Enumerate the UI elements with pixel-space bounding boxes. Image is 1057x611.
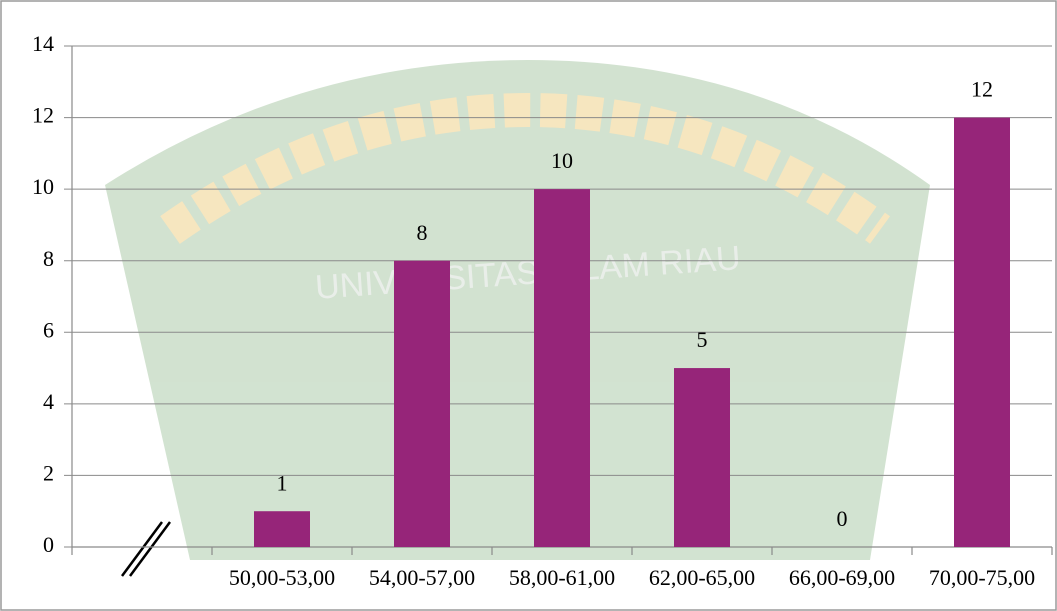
data-label: 12	[971, 77, 993, 102]
y-tick-label: 14	[32, 31, 54, 56]
x-tick-label: 50,00-53,00	[229, 565, 335, 590]
bar	[674, 368, 730, 547]
y-tick-label: 12	[32, 103, 54, 128]
y-tick-label: 4	[43, 389, 54, 414]
bar	[394, 261, 450, 547]
x-tick-label: 54,00-57,00	[369, 565, 475, 590]
data-label: 5	[697, 327, 708, 352]
bar	[254, 511, 310, 547]
bar	[954, 118, 1010, 547]
x-tick-label: 58,00-61,00	[509, 565, 615, 590]
data-label: 0	[837, 506, 848, 531]
x-tick-label: 62,00-65,00	[649, 565, 755, 590]
y-tick-label: 2	[43, 460, 54, 485]
page: {"chart_data": {"type": "bar", "watermar…	[0, 0, 1057, 611]
watermark	[105, 60, 930, 560]
data-label: 8	[417, 220, 428, 245]
chart: UNIVERSITAS ISLAM RIAU 0246810121450,00-…	[0, 0, 1057, 611]
y-tick-label: 8	[43, 246, 54, 271]
data-label: 1	[277, 470, 288, 495]
watermark-shield	[105, 60, 930, 560]
data-label: 10	[551, 148, 573, 173]
bar	[534, 189, 590, 547]
x-tick-label: 70,00-75,00	[929, 565, 1035, 590]
y-tick-label: 10	[32, 174, 54, 199]
y-tick-label: 0	[43, 532, 54, 557]
x-tick-label: 66,00-69,00	[789, 565, 895, 590]
y-tick-label: 6	[43, 317, 54, 342]
